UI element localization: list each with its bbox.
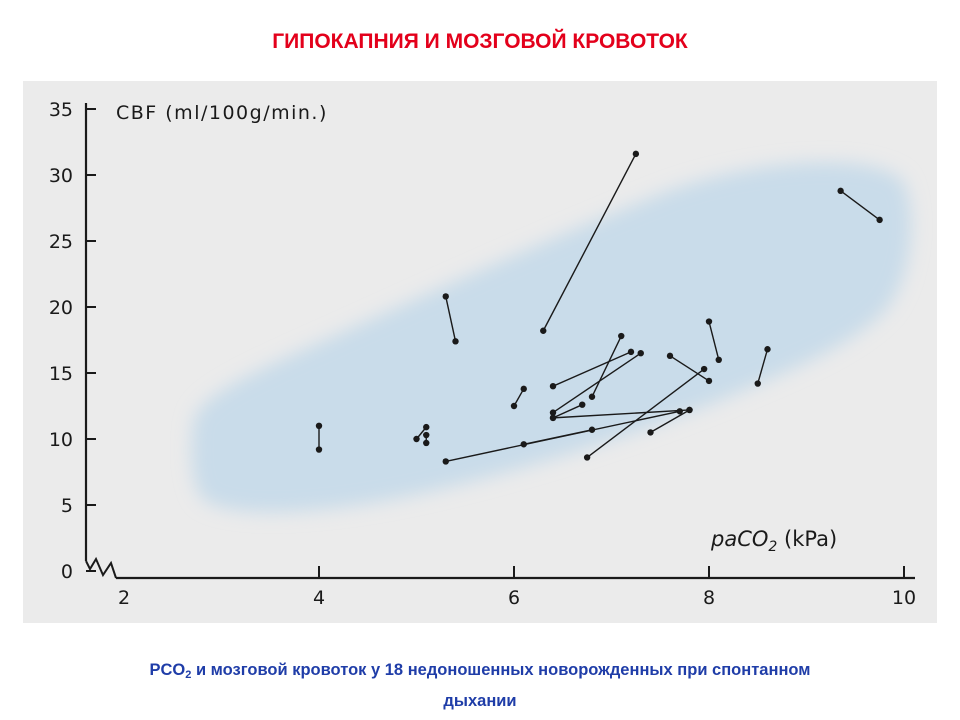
- data-point-10b: [637, 350, 644, 357]
- x-axis-label-sub: 2: [768, 539, 777, 555]
- data-point-7a: [520, 441, 527, 448]
- data-point-17b: [715, 356, 722, 363]
- data-point-11b: [579, 401, 586, 408]
- pair-segment-13: [586, 368, 705, 459]
- data-point-1b: [315, 446, 323, 453]
- y-tick-label-5: 5: [61, 495, 73, 517]
- data-point-17a: [705, 318, 713, 325]
- data-point-5b: [676, 408, 683, 415]
- pair-segment-4: [445, 296, 457, 342]
- data-point-16a: [666, 352, 674, 360]
- data-point-2a: [413, 435, 420, 443]
- data-point-13b: [700, 365, 708, 373]
- data-point-3b: [423, 439, 430, 447]
- caption-pco: PCO: [149, 661, 186, 679]
- x-axis-label-unit: (kPa): [777, 527, 837, 551]
- data-point-8b: [632, 150, 640, 158]
- caption-pco-subscript: 2: [185, 669, 192, 681]
- pair-segment-12: [552, 409, 690, 419]
- data-point-4b: [452, 338, 459, 345]
- data-point-9a: [549, 383, 557, 390]
- pair-segment-7: [523, 429, 593, 445]
- data-point-16b: [705, 377, 713, 385]
- y-tick-label-15: 15: [49, 363, 73, 385]
- y-tick-label-0: 0: [61, 561, 73, 583]
- data-point-13a: [583, 454, 591, 461]
- data-point-19b: [876, 216, 883, 224]
- data-point-1a: [315, 422, 323, 429]
- y-tick-label-30: 30: [49, 165, 73, 187]
- x-tick-label-8: 8: [703, 587, 715, 609]
- data-point-18b: [764, 346, 771, 353]
- slide-title: ГИПОКАПНИЯ И МОЗГОВОЙ КРОВОТОК: [272, 30, 688, 53]
- axis-break-mark: [85, 556, 117, 579]
- data-point-15b: [686, 406, 693, 414]
- data-point-12a: [549, 414, 557, 422]
- figure-caption: PCO2 и мозговой кровоток у 18 недоношенн…: [40, 655, 920, 717]
- pair-segment-8: [542, 153, 637, 332]
- x-tick-label-10: 10: [892, 587, 916, 609]
- data-point-18a: [754, 380, 761, 387]
- x-axis-label: paCO2 (kPa): [710, 527, 837, 555]
- data-point-8a: [540, 327, 547, 334]
- y-axis-label: CBF (ml/100g/min.): [116, 102, 328, 124]
- data-point-14b: [618, 332, 625, 340]
- y-tick-label-35: 35: [49, 99, 73, 121]
- y-tick-label-25: 25: [49, 231, 73, 253]
- y-tick-label-20: 20: [49, 297, 73, 319]
- x-axis-label-main: paCO: [710, 527, 768, 551]
- x-tick-label-4: 4: [313, 587, 325, 609]
- data-point-6b: [520, 385, 527, 393]
- data-point-3a: [423, 431, 430, 439]
- data-point-4a: [442, 293, 449, 300]
- pair-segment-19: [840, 190, 881, 221]
- normal-range-band: [191, 162, 912, 513]
- chart-frame: 0 5 10 15 20 25 30 35 2 4 6 8 10 CBF (ml/100g/min.) …: [23, 81, 937, 623]
- data-point-5a: [442, 458, 449, 465]
- pair-segment-11: [552, 404, 583, 419]
- pair-segment-18: [757, 349, 769, 384]
- pair-segment-16: [669, 355, 710, 382]
- pair-segment-6: [513, 388, 525, 407]
- data-point-19a: [837, 187, 844, 195]
- pair-segment-9: [552, 351, 632, 387]
- data-point-7b: [588, 426, 596, 433]
- y-tick-label-10: 10: [49, 429, 73, 451]
- pair-segment-10: [552, 352, 642, 414]
- data-point-15a: [647, 429, 654, 436]
- caption-text: и мозговой кровоток у 18 недоношенных но…: [191, 661, 811, 679]
- x-tick-label-6: 6: [508, 587, 520, 609]
- pair-segment-14: [591, 335, 622, 398]
- pair-segment-15: [650, 409, 690, 434]
- data-point-14a: [588, 393, 596, 400]
- pair-segment-17: [708, 321, 720, 360]
- data-point-6a: [510, 402, 518, 410]
- data-point-9b: [627, 348, 635, 356]
- data-point-10a: [549, 409, 557, 416]
- caption-line2: дыхании: [443, 692, 517, 710]
- data-point-2b: [423, 423, 430, 431]
- x-tick-label-2: 2: [118, 587, 130, 609]
